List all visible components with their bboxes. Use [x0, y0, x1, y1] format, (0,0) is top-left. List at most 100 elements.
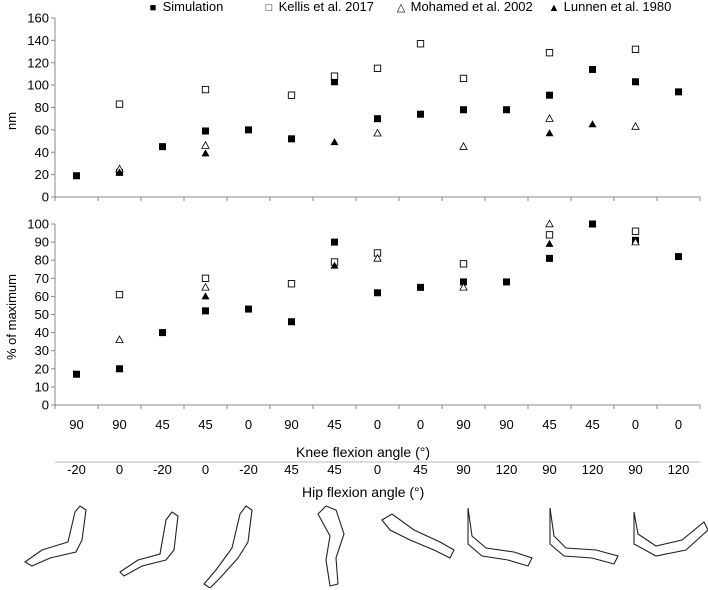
- data-point-open-square: [545, 49, 554, 57]
- y-tick-label: 80: [35, 253, 49, 268]
- y-tick-label: 80: [35, 100, 49, 115]
- data-point-open-square: [287, 280, 296, 288]
- data-point-filled-square: [288, 135, 295, 143]
- data-point-open-square: [459, 260, 468, 268]
- filled-square-icon: ■: [149, 2, 157, 14]
- data-point-filled-square: [503, 278, 510, 286]
- data-point-filled-square: [546, 254, 553, 262]
- data-point-open-square: [459, 74, 468, 83]
- knee-angle-label: 45: [327, 417, 341, 432]
- data-point-filled-square: [417, 283, 424, 291]
- legend-label: Kellis et al. 2017: [278, 0, 375, 14]
- hip-angle-label: -20: [153, 462, 172, 477]
- knee-angle-label: 0: [632, 417, 639, 432]
- data-point-filled-triangle: [115, 364, 124, 372]
- legend-item-kellis: □ Kellis et al. 2017: [263, 0, 374, 15]
- data-point-filled-square: [202, 127, 209, 135]
- knee-angle-label: 90: [69, 417, 83, 432]
- data-point-open-triangle: [459, 142, 468, 150]
- hip-angle-label: 90: [542, 462, 556, 477]
- knee-angle-label: 45: [155, 417, 169, 432]
- legend-item-mohamed: △ Mohamed et al. 2002: [395, 0, 533, 15]
- data-point-open-triangle: [631, 237, 640, 246]
- data-point-open-triangle: [373, 128, 382, 137]
- data-point-open-square: [115, 100, 124, 108]
- data-point-filled-square: [546, 91, 553, 99]
- hip-angle-label: 45: [327, 462, 341, 477]
- data-point-filled-triangle: [588, 120, 597, 128]
- y-tick-label: 0: [42, 398, 49, 413]
- hip-angle-label: 45: [284, 462, 298, 477]
- data-point-open-square: [631, 227, 640, 235]
- data-point-filled-square: [245, 126, 252, 134]
- knee-angle-label: 90: [456, 417, 470, 432]
- data-point-filled-square: [73, 172, 80, 180]
- y-tick-label: 50: [35, 307, 49, 322]
- knee-angle-label: 0: [417, 417, 424, 432]
- leg-posture-illustration-icon: [23, 505, 87, 567]
- data-point-filled-triangle: [330, 261, 339, 269]
- data-point-open-square: [201, 274, 210, 282]
- data-point-filled-square: [460, 278, 467, 286]
- legend-item-simulation: ■ Simulation: [147, 0, 224, 15]
- hip-angle-label: 120: [582, 462, 604, 477]
- y-tick-label: 90: [35, 235, 49, 250]
- data-point-filled-square: [159, 143, 166, 151]
- data-point-filled-square: [675, 253, 682, 261]
- hip-angle-label: 0: [202, 462, 209, 477]
- leg-posture-illustration-icon: [23, 505, 708, 588]
- y-tick-label: 100: [27, 78, 49, 93]
- data-point-filled-square: [417, 110, 424, 118]
- leg-posture-illustration-icon: [381, 513, 455, 559]
- y-tick-label: 160: [27, 11, 49, 26]
- data-point-filled-square: [675, 88, 682, 96]
- data-point-filled-triangle: [201, 149, 210, 157]
- knee-axis-title: Knee flexion angle (°): [296, 444, 431, 460]
- y-tick-label: 100: [27, 217, 49, 232]
- y-tick-label: 0: [42, 190, 49, 205]
- open-triangle-icon: △: [396, 2, 406, 14]
- data-point-open-triangle: [373, 253, 382, 262]
- data-point-filled-square: [73, 370, 80, 378]
- data-point-filled-square: [202, 307, 209, 315]
- data-point-filled-square: [632, 78, 639, 86]
- data-point-open-square: [545, 231, 554, 239]
- chart-figure: 0 20 40 60 80 100 120 140 160 0 10 20 30 40 50 60 70 80 90…: [27, 11, 701, 477]
- y-tick-label: 20: [35, 361, 49, 376]
- hip-angle-label: 90: [456, 462, 470, 477]
- legend-item-lunnen: ▲ Lunnen et al. 1980: [548, 0, 672, 15]
- y-axis-label-top: nm: [4, 111, 19, 130]
- knee-angle-label: 90: [499, 417, 513, 432]
- hip-axis-title: Hip flexion angle (°): [302, 484, 425, 500]
- data-point-filled-triangle: [330, 138, 339, 146]
- filled-triangle-icon: ▲: [548, 2, 560, 14]
- leg-posture-illustration-icon: [467, 507, 533, 567]
- data-point-filled-square: [374, 115, 381, 123]
- y-tick-label: 60: [35, 289, 49, 304]
- knee-angle-label: 90: [112, 417, 126, 432]
- data-point-filled-triangle: [115, 168, 124, 176]
- data-point-open-triangle: [201, 282, 210, 291]
- data-point-open-triangle: [201, 140, 210, 149]
- knee-angle-label: 0: [374, 417, 381, 432]
- data-point-filled-square: [460, 106, 467, 114]
- data-point-open-square: [373, 64, 382, 72]
- hip-angle-label: 0: [116, 462, 123, 477]
- data-point-filled-square: [503, 106, 510, 114]
- data-point-open-triangle: [115, 335, 124, 344]
- data-point-open-triangle: [545, 219, 554, 228]
- legend: ■ Simulation □ Kellis et al. 2017 △ Moha…: [0, 0, 708, 16]
- y-tick-label: 120: [27, 55, 49, 70]
- data-point-filled-square: [331, 238, 338, 246]
- knee-angle-label: 90: [284, 417, 298, 432]
- data-point-filled-square: [331, 78, 338, 86]
- data-point-open-triangle: [631, 121, 640, 130]
- data-point-filled-square: [589, 65, 596, 73]
- leg-posture-illustration-icon: [203, 505, 253, 588]
- data-point-filled-triangle: [588, 220, 597, 227]
- y-tick-label: 60: [35, 122, 49, 137]
- data-point-filled-square: [288, 318, 295, 326]
- knee-angle-label: 0: [675, 417, 682, 432]
- data-point-open-triangle: [545, 114, 554, 122]
- y-tick-label: 10: [35, 379, 49, 394]
